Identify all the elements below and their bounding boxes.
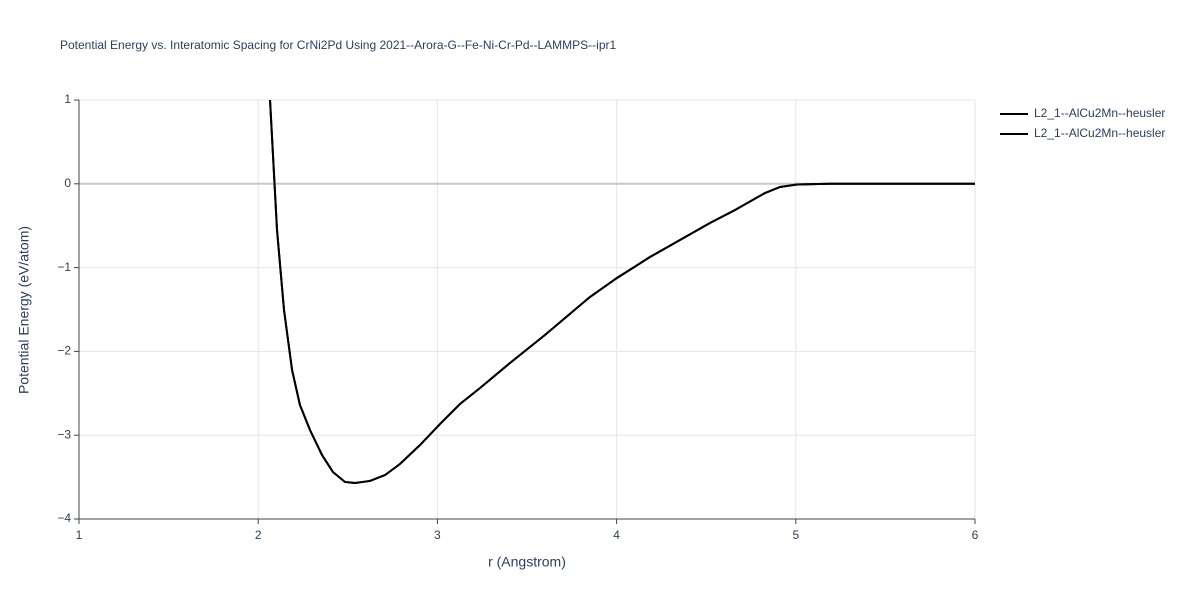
y-tick-label: 1	[64, 92, 71, 106]
y-tick-label: −1	[57, 260, 71, 274]
x-tick-label: 6	[972, 528, 979, 542]
x-axis-label: r (Angstrom)	[488, 554, 566, 570]
y-tick-label: −3	[57, 427, 71, 441]
series-line	[269, 100, 975, 484]
series-line	[269, 100, 975, 484]
y-axis-label: Potential Energy (eV/atom)	[16, 226, 32, 394]
x-tick-label: 5	[792, 528, 799, 542]
x-tick-label: 2	[255, 528, 262, 542]
y-tick-label: −2	[57, 344, 71, 358]
x-tick-label: 1	[76, 528, 83, 542]
y-tick-label: 0	[64, 176, 71, 190]
chart-title: Potential Energy vs. Interatomic Spacing…	[60, 38, 616, 52]
x-tick-label: 4	[613, 528, 620, 542]
legend-label: L2_1--AlCu2Mn--heusler	[1034, 106, 1165, 120]
legend-label: L2_1--AlCu2Mn--heusler	[1034, 126, 1165, 140]
x-tick-label: 3	[434, 528, 441, 542]
y-tick-label: −4	[57, 511, 71, 525]
